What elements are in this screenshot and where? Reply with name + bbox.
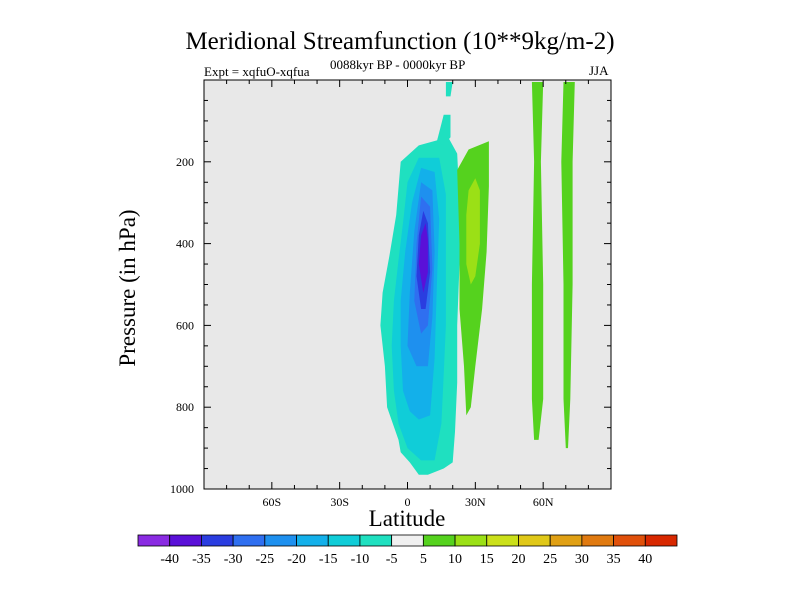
y-tick-label: 1000: [170, 482, 194, 496]
colorbar-box: [232, 534, 266, 547]
colorbar-label: -30: [224, 552, 243, 567]
colorbar-label: 25: [543, 552, 557, 567]
x-tick-label: 60N: [533, 495, 554, 509]
colorbar-label: -35: [192, 552, 211, 567]
colorbar: -40 -35 -30 -25 -20 -15 -10 -5 5 10 15 20 25 30 35 40: [137, 534, 678, 567]
colorbar-box: [422, 534, 456, 547]
y-tick-label: 800: [176, 400, 194, 414]
colorbar-label: 5: [420, 552, 427, 567]
colorbar-box: [486, 534, 519, 547]
colorbar-label: 30: [575, 552, 589, 567]
colorbar-box: [327, 534, 361, 547]
x-tick-label: 30N: [465, 495, 486, 509]
x-axis-ticks: 60S 30S 0 30N 60N: [203, 80, 612, 509]
chart-title: Meridional Streamfunction (10**9kg/m-2): [185, 28, 615, 55]
colorbar-box: [391, 534, 424, 547]
colorbar-label: 15: [480, 552, 494, 567]
period-label: 0088kyr BP - 0000kyr BP: [330, 57, 466, 72]
colorbar-box: [613, 534, 646, 547]
x-tick-label: 30S: [330, 495, 349, 509]
colorbar-label: -15: [319, 552, 338, 567]
colorbar-label: 35: [607, 552, 621, 567]
contour-region-neg-5-top: [445, 82, 453, 97]
colorbar-box: [264, 534, 297, 547]
colorbar-box: [201, 534, 234, 547]
colorbar-label: -40: [160, 552, 179, 567]
colorbar-box: [581, 534, 614, 547]
colorbar-label: -25: [255, 552, 274, 567]
colorbar-box: [359, 534, 393, 547]
colorbar-box: [549, 534, 583, 547]
season-label: JJA: [589, 63, 609, 78]
colorbar-box: [518, 534, 551, 547]
y-tick-label: 400: [176, 237, 194, 251]
x-tick-label: 0: [405, 495, 411, 509]
y-tick-label: 600: [176, 318, 194, 332]
contour-region-pos-10-west: [466, 178, 480, 285]
contour-regions: [380, 82, 575, 475]
colorbar-label: 10: [448, 552, 462, 567]
contour-region-neg-5-upper: [436, 114, 451, 146]
experiment-label: Expt = xqfuO-xqfua: [204, 64, 310, 79]
colorbar-box: [137, 534, 171, 547]
colorbar-label: -5: [386, 552, 398, 567]
x-tick-label: 60S: [262, 495, 281, 509]
colorbar-box: [454, 534, 488, 547]
y-axis-ticks: 200 400 600 800 1000: [170, 79, 611, 496]
colorbar-label: 40: [638, 552, 652, 567]
colorbar-box: [296, 534, 329, 547]
x-axis-label: Latitude: [368, 506, 446, 531]
colorbar-label: -20: [287, 552, 306, 567]
contour-region-pos-5-east: [561, 82, 575, 449]
y-tick-label: 200: [176, 155, 194, 169]
colorbar-box: [169, 534, 202, 547]
colorbar-label: 20: [511, 552, 525, 567]
contour-region-pos-5-mid: [531, 82, 544, 440]
contour-region-neg-35: [418, 223, 428, 293]
colorbar-label: -10: [351, 552, 370, 567]
colorbar-box: [644, 534, 678, 547]
